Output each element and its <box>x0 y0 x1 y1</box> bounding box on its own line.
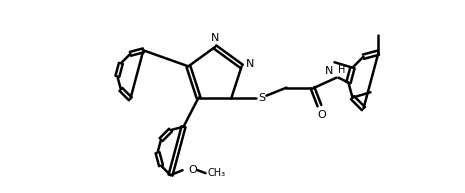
Text: O: O <box>317 110 326 120</box>
Text: N: N <box>325 66 333 76</box>
Text: CH₃: CH₃ <box>207 168 226 178</box>
Text: N: N <box>211 33 219 43</box>
Text: S: S <box>258 93 265 103</box>
Text: H: H <box>339 65 346 75</box>
Text: O: O <box>188 165 197 175</box>
Text: N: N <box>246 59 254 69</box>
